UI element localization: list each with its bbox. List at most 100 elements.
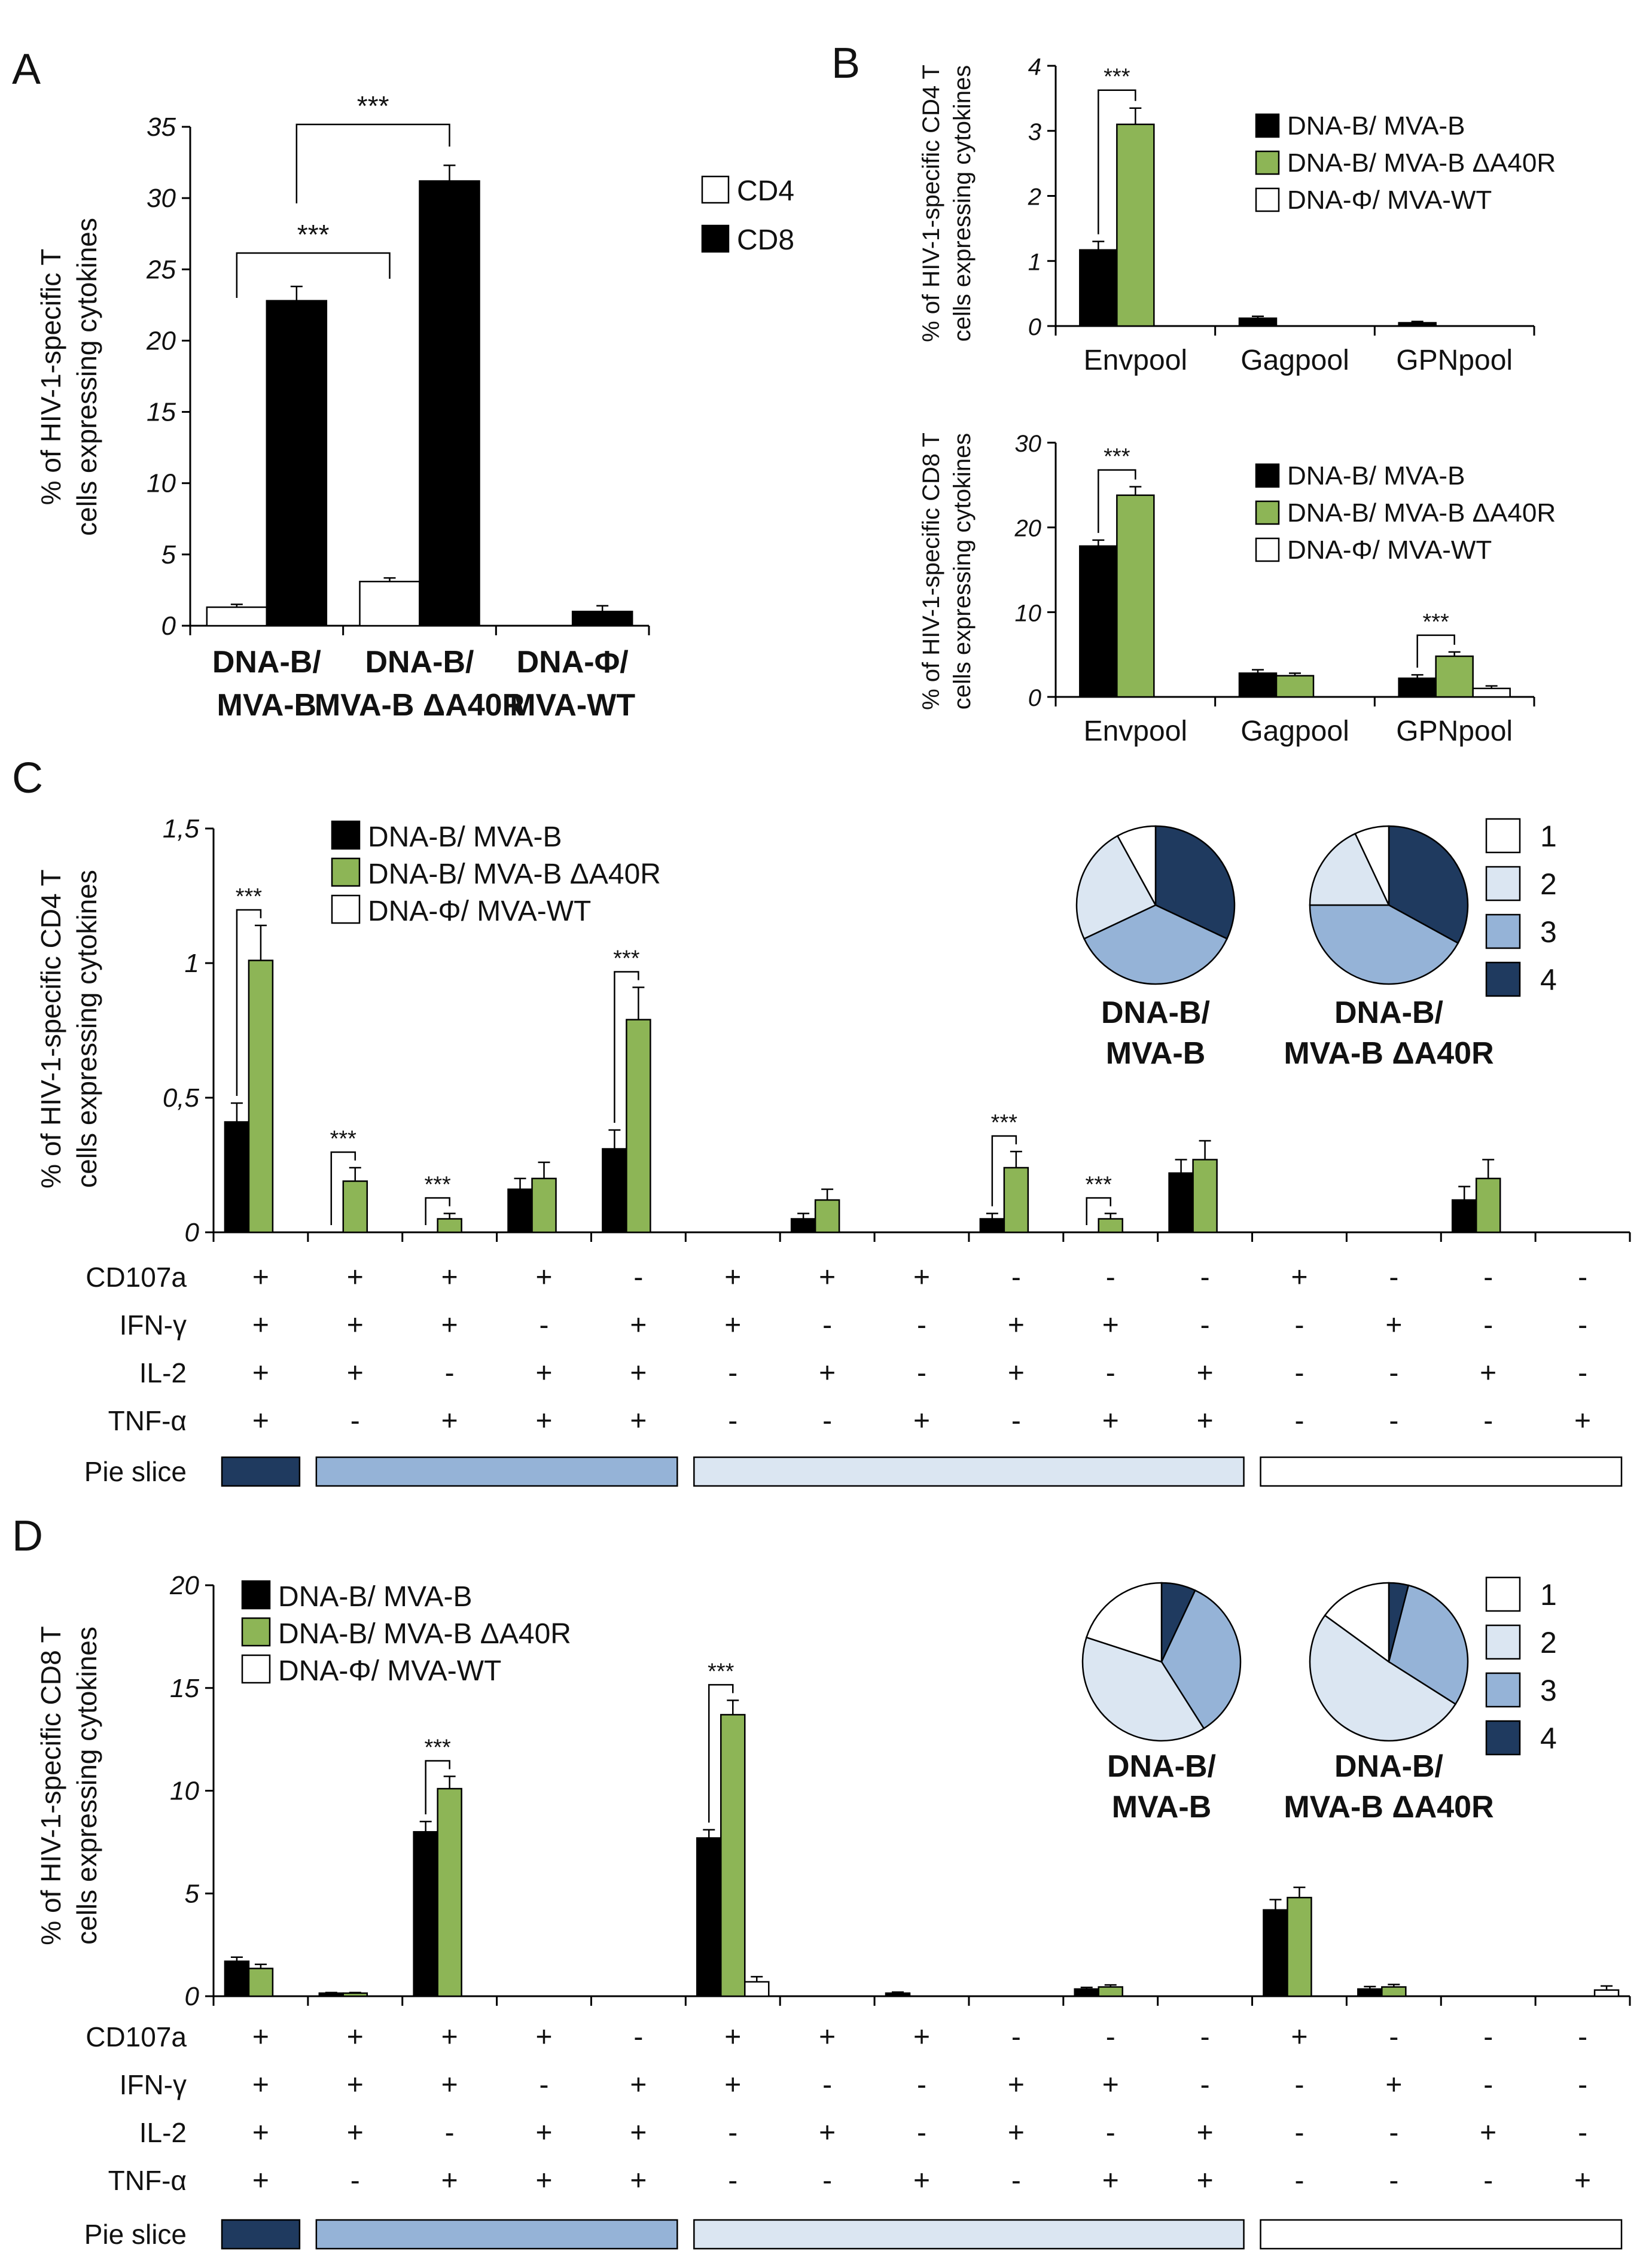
pie-label: MVA-B ΔA40R xyxy=(1284,1036,1493,1071)
y-tick-label: 1,5 xyxy=(163,814,200,843)
bar-D-0-12 xyxy=(1357,1988,1383,1997)
table-cell: + xyxy=(1385,1309,1402,1341)
bar-C-0-4 xyxy=(602,1148,627,1233)
significance-bracket xyxy=(330,1151,356,1225)
table-cell: + xyxy=(252,2165,269,2197)
legend-label: DNA-B/ MVA-B ΔA40R xyxy=(278,1618,571,1650)
legend-label: DNA-B/ MVA-B xyxy=(368,821,562,853)
significance-bracket xyxy=(425,1760,450,1815)
pie-C-1-slice-4 xyxy=(1154,825,1236,940)
significance-label: *** xyxy=(330,1126,357,1152)
x-category-label: Gagpool xyxy=(1240,715,1349,747)
pie-legend-label: 3 xyxy=(1540,1674,1557,1707)
bar-C-0-6 xyxy=(790,1218,816,1233)
significance-label: *** xyxy=(236,884,263,909)
table-cell: - xyxy=(1578,1262,1587,1293)
table-cell: - xyxy=(633,1262,643,1293)
bar-B2-0-1 xyxy=(1238,672,1278,698)
significance-bracket xyxy=(1416,634,1455,668)
table-cell: + xyxy=(724,1309,741,1341)
y-tick-label: 0 xyxy=(185,1218,200,1247)
table-cell: + xyxy=(1008,2069,1025,2101)
x-category-label: Envpool xyxy=(1084,715,1187,747)
legend-label: DNA-B/ MVA-B ΔA40R xyxy=(1287,148,1556,178)
significance-bracket xyxy=(236,909,262,1096)
pie-D-1-slice-3 xyxy=(1160,1589,1242,1730)
pie-legend-swatch xyxy=(1485,818,1521,854)
y-tick-label: 20 xyxy=(169,1571,199,1600)
bar-B1-0-0 xyxy=(1079,249,1118,327)
y-tick-label: 20 xyxy=(146,326,176,355)
pie-legend-swatch xyxy=(1485,1576,1521,1612)
y-tick-label: 15 xyxy=(170,1674,199,1703)
table-cell: - xyxy=(1389,1405,1398,1437)
bar-D-2-5 xyxy=(744,1981,770,1997)
bar-D-1-0 xyxy=(248,1967,274,1997)
pie-C-2-slice-2 xyxy=(1309,832,1390,906)
table-cell: - xyxy=(1294,2165,1304,2197)
table-cell: + xyxy=(441,2021,458,2053)
table-cell: - xyxy=(1294,1357,1304,1389)
bar-C-1-0 xyxy=(248,960,274,1233)
pie-legend-label: 1 xyxy=(1540,1578,1557,1612)
y-tick-label: 3 xyxy=(1028,119,1041,145)
pie-legend-label: 4 xyxy=(1540,1722,1557,1755)
y-tick-label: 4 xyxy=(1028,54,1041,80)
y-tick-label: 5 xyxy=(161,540,176,569)
pie-label: DNA-B/ xyxy=(1101,995,1210,1030)
table-row-label: IFN-γ xyxy=(120,1309,187,1341)
table-cell: - xyxy=(1011,2165,1021,2197)
y-tick-label: 30 xyxy=(1015,431,1042,457)
table-cell: + xyxy=(724,1262,741,1293)
table-cell: - xyxy=(1106,2117,1115,2149)
y-tick-label: 5 xyxy=(185,1879,200,1908)
bar-D-1-9 xyxy=(1098,1986,1123,1997)
table-cell: + xyxy=(1102,2165,1119,2197)
table-cell: - xyxy=(1011,2021,1021,2053)
table-cell: + xyxy=(913,2021,930,2053)
y-tick-label: 10 xyxy=(170,1777,199,1806)
significance-label: *** xyxy=(424,1172,451,1198)
table-cell: + xyxy=(1102,1309,1119,1341)
bar-D-0-2 xyxy=(413,1831,438,1997)
pie-C-1-slice-3 xyxy=(1083,904,1229,985)
significance-bracket xyxy=(236,252,391,298)
table-cell: - xyxy=(917,1309,926,1341)
table-cell: - xyxy=(1389,1262,1398,1293)
y-axis-label: % of HIV-1-specific CD4 T xyxy=(35,869,66,1188)
table-cell: - xyxy=(1483,1309,1493,1341)
y-axis-label: % of HIV-1-specific CD8 T xyxy=(918,433,944,710)
significance-label: *** xyxy=(1104,444,1130,470)
table-cell: - xyxy=(822,1309,832,1341)
significance-label: *** xyxy=(613,946,640,971)
legend-label: DNA-Φ/ MVA-WT xyxy=(278,1655,501,1687)
y-tick-label: 10 xyxy=(147,469,176,498)
y-tick-label: 0 xyxy=(1028,685,1041,711)
bar-B2-1-0 xyxy=(1116,494,1155,698)
table-cell: + xyxy=(1102,2069,1119,2101)
x-category-label: DNA-Φ/ xyxy=(517,645,629,680)
significance-label: *** xyxy=(424,1735,451,1760)
table-cell: + xyxy=(441,2069,458,2101)
table-cell: + xyxy=(536,2021,553,2053)
bar-B1-0-2 xyxy=(1398,322,1437,327)
bar-B2-1-1 xyxy=(1275,675,1315,698)
table-cell: + xyxy=(536,1357,553,1389)
table-cell: - xyxy=(1483,1405,1493,1437)
table-cell: - xyxy=(1200,2021,1210,2053)
table-cell: + xyxy=(913,1262,930,1293)
pie-legend-swatch xyxy=(1485,866,1521,901)
significance-label: *** xyxy=(1422,610,1449,635)
table-cell: - xyxy=(1106,2021,1115,2053)
bar-D-1-11 xyxy=(1287,1896,1312,1997)
table-cell: - xyxy=(1011,1405,1021,1437)
table-cell: + xyxy=(1008,1357,1025,1389)
bar-B1-0-1 xyxy=(1238,317,1278,327)
bar-B2-1-2 xyxy=(1435,655,1474,698)
pie-legend-label: 2 xyxy=(1540,867,1557,901)
table-cell: - xyxy=(728,2117,737,2149)
x-category-label: Envpool xyxy=(1084,345,1187,376)
table-cell: - xyxy=(1294,1405,1304,1437)
panel-label-B: B xyxy=(831,39,860,87)
table-cell: + xyxy=(1480,2117,1496,2149)
